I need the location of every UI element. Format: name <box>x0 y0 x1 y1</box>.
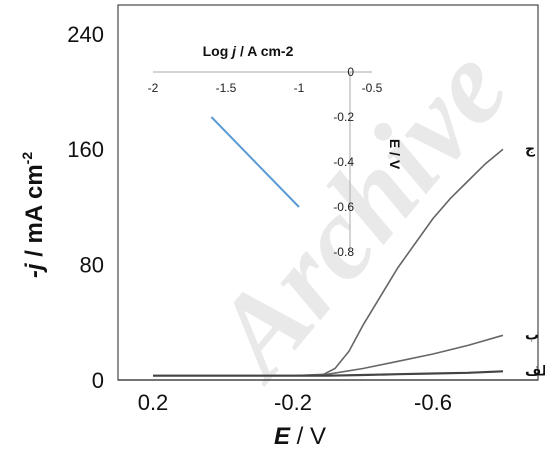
main-y-axis-title-italic: -j <box>21 262 48 278</box>
inset-y-tick-label: -0.8 <box>333 245 354 259</box>
main-series-group: ج ب الف <box>153 141 545 379</box>
inset-x-tick-label: -1.5 <box>216 81 237 95</box>
main-y-tick-label: 80 <box>80 253 104 278</box>
inset-axes: -2 -1.5 -1 -0.5 0 -0.2 -0.4 -0.6 -0.8 <box>148 65 383 259</box>
inset-y-axis-title: E / V <box>387 139 403 170</box>
inset-y-tick-label: -0.2 <box>333 110 354 124</box>
inset-x-tick-label: -2 <box>148 81 159 95</box>
inset-y-tick-label: -0.4 <box>333 155 354 169</box>
main-y-tick-label: 240 <box>67 22 104 47</box>
inset-y-tick-label: -0.6 <box>333 200 354 214</box>
main-x-axis-title-italic: E <box>274 423 291 450</box>
inset-x-axis-title-italic: j <box>230 43 237 59</box>
main-series-label: الف <box>525 363 545 379</box>
main-y-axis-title-rest: / mA cm <box>21 164 48 263</box>
inset-x-axis-title-pre: Log <box>203 43 233 59</box>
main-y-tick-label: 160 <box>67 137 104 162</box>
inset-series-line <box>210 116 300 208</box>
main-series-line <box>153 370 504 377</box>
main-x-tick-label: -0.6 <box>414 390 452 415</box>
inset-plot: Log j / A cm-2 E / V -2 -1.5 -1 -0.5 0 -0.2 -0… <box>148 43 403 259</box>
main-y-tick-label: 0 <box>92 368 104 393</box>
inset-x-axis-title-post: / A cm-2 <box>236 43 294 59</box>
main-y-axis-title: -j / mA cm-2 <box>19 152 48 278</box>
main-x-axis-title-rest: / V <box>290 423 326 450</box>
inset-x-tick-label: -1 <box>294 81 305 95</box>
main-x-tick-label: -0.2 <box>274 390 312 415</box>
main-axis-ticks: 0 80 160 240 0.2 -0.2 -0.6 <box>67 22 452 415</box>
inset-x-axis-title: Log j / A cm-2 <box>203 43 294 59</box>
main-x-axis-title: E / V <box>274 423 326 450</box>
main-series-label: ب <box>525 327 539 343</box>
inset-x-tick-label: -0.5 <box>362 81 383 95</box>
inset-series-group <box>210 116 300 208</box>
inset-y-tick-label: 0 <box>347 65 354 79</box>
main-y-axis-title-sup: -2 <box>19 152 35 165</box>
main-x-tick-label: 0.2 <box>138 390 169 415</box>
main-series-label: ج <box>525 141 536 157</box>
